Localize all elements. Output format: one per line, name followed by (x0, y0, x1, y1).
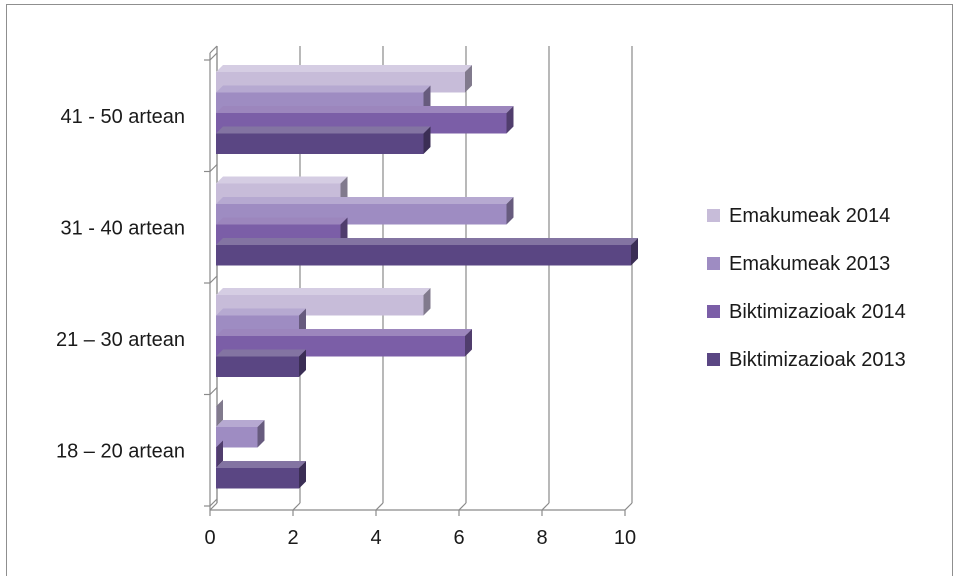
bar-side-face (465, 329, 472, 357)
x-tick-label: 8 (536, 527, 547, 549)
bar-top-face (216, 106, 514, 113)
bar (216, 133, 424, 154)
category-label: 31 - 40 artean (60, 217, 185, 239)
bar (216, 406, 217, 427)
legend-label: Biktimizazioak 2014 (729, 301, 906, 323)
x-tick-label: 10 (614, 527, 636, 549)
legend-swatch (707, 209, 720, 222)
legend-label: Emakumeak 2013 (729, 253, 890, 275)
floor-line (209, 502, 218, 511)
bar (216, 468, 299, 489)
bar-side-face (299, 349, 306, 377)
bar-side-face (216, 399, 223, 427)
bar-side-face (423, 288, 431, 316)
floor-line (375, 502, 384, 511)
wall-band-line (209, 387, 218, 395)
chart-frame (6, 4, 953, 576)
legend-label: Emakumeak 2014 (729, 205, 890, 227)
bar-side-face (465, 65, 472, 93)
x-tick-label: 2 (287, 527, 298, 549)
bar-top-face (216, 461, 306, 468)
wall-band-line (209, 275, 218, 284)
wall-top-edge (209, 45, 218, 54)
bar-top-face (216, 126, 431, 134)
x-tick-label: 0 (204, 527, 215, 549)
bar-top-face (216, 217, 348, 225)
bar-top-face (216, 308, 306, 316)
legend-swatch (707, 257, 720, 270)
bar-side-face (423, 126, 431, 154)
floor-line (292, 502, 301, 511)
legend-label: Biktimizazioak 2013 (729, 349, 906, 371)
bar-top-face (216, 288, 431, 295)
wall-band-line (209, 52, 218, 61)
bar-top-face (216, 176, 348, 184)
bar (216, 427, 258, 448)
floor-line (624, 502, 633, 511)
bar-top-face (216, 349, 306, 357)
category-label: 18 – 20 artean (56, 440, 185, 462)
bar-side-face (506, 197, 514, 225)
bar-side-face (506, 106, 514, 134)
legend-swatch (707, 305, 720, 318)
wall-band-line (209, 164, 218, 172)
bar-side-face (631, 238, 638, 266)
category-label: 21 – 30 artean (56, 329, 185, 351)
bar-top-face (216, 65, 472, 72)
bar-top-face (216, 197, 514, 204)
bar-side-face (216, 440, 223, 468)
legend-swatch (707, 353, 720, 366)
bar-side-face (299, 461, 306, 489)
bar-top-face (216, 85, 431, 93)
bar-side-face (257, 420, 265, 448)
bar (216, 356, 299, 377)
x-tick-label: 4 (370, 527, 381, 549)
x-tick-label: 6 (453, 527, 464, 549)
floor-line (541, 502, 550, 511)
wall-band-line (209, 498, 218, 507)
bar-top-face (216, 329, 472, 336)
floor-line (458, 502, 467, 511)
bar (216, 447, 217, 468)
bar-top-face (216, 238, 638, 245)
bar (216, 245, 631, 266)
bar-top-face (216, 420, 265, 427)
category-label: 41 - 50 artean (60, 106, 185, 128)
